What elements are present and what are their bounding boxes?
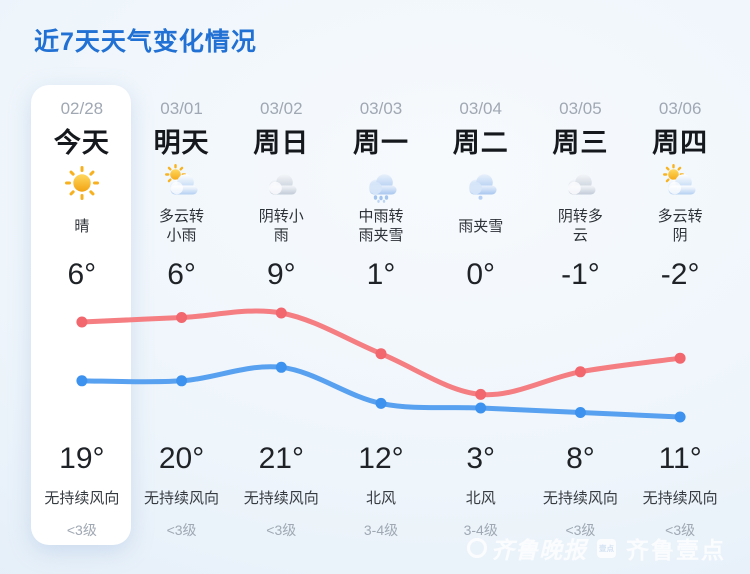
forecast-day-column-03-03[interactable]: 03/03 周一 中雨转雨夹雪 1° 12° 北风 3-4级 [331, 85, 431, 554]
weather-description: 多云转小雨 [159, 208, 205, 244]
day-label: 今天 [53, 127, 110, 158]
yidian-badge-icon: 壹点 [597, 538, 616, 558]
sunny-icon [62, 161, 102, 205]
low-temperature: 9° [266, 257, 296, 291]
weather-description: 阴转小雨 [258, 208, 304, 244]
wind-direction: 无持续风向 [243, 489, 319, 507]
partly-cloudy-icon [660, 161, 700, 205]
day-label: 明天 [153, 127, 210, 158]
day-label: 周四 [652, 127, 709, 158]
high-temperature: 20° [158, 442, 205, 475]
wind-level: <3级 [166, 522, 197, 538]
low-temperature: 6° [67, 257, 97, 291]
forecast-day-column-03-04[interactable]: 03/04 周二 雨夹雪 0° 3° 北风 3-4级 [431, 85, 531, 554]
wind-level: 3-4级 [363, 522, 399, 538]
date-label: 03/04 [459, 99, 502, 118]
high-temperature: 21° [258, 442, 304, 475]
date-label: 03/02 [260, 99, 303, 118]
high-temperature: 3° [466, 442, 496, 475]
date-label: 03/06 [658, 99, 702, 118]
wind-level: <3级 [665, 522, 696, 538]
wind-direction: 北风 [465, 489, 496, 507]
weather-description: 阴转多云 [557, 208, 603, 244]
wind-direction: 无持续风向 [542, 489, 618, 507]
today-highlight-card [31, 85, 131, 545]
date-label: 03/01 [160, 99, 203, 118]
watermark: 齐鲁晚报 壹点 齐鲁壹点 [467, 532, 726, 564]
weather-description: 中雨转雨夹雪 [358, 208, 404, 244]
temperature-trend-chart [76, 307, 686, 423]
weather-description: 雨夹雪 [458, 217, 504, 235]
partly-cloudy-icon [162, 161, 202, 205]
high-temperature: 11° [658, 442, 702, 475]
date-label: 03/03 [359, 99, 403, 118]
wind-level: <3级 [266, 522, 297, 538]
date-label: 02/28 [60, 99, 104, 118]
overcast-icon [560, 161, 600, 205]
day-label: 周日 [253, 127, 310, 158]
wind-direction: 北风 [365, 489, 396, 507]
forecast-columns: 02/28 今天 晴 6° 19° 无持续风向 <3级 03/01 明天 多云转… [32, 85, 730, 554]
weather-description: 晴 [74, 217, 90, 235]
high-temperature: 8° [566, 442, 595, 475]
qilu-evening-news-logo: 齐鲁晚报 [467, 531, 587, 565]
ring-logo-icon [467, 538, 487, 558]
date-label: 03/05 [559, 99, 602, 118]
page-title: 近7天天气变化情况 [34, 28, 257, 56]
high-temperature: 19° [59, 442, 105, 475]
wind-direction: 无持续风向 [144, 489, 220, 507]
low-temperature: -2° [660, 257, 700, 291]
forecast-day-column-02-28[interactable]: 02/28 今天 晴 6° 19° 无持续风向 <3级 [32, 85, 132, 554]
day-label: 周二 [452, 127, 509, 158]
day-label: 周一 [352, 127, 409, 158]
wind-direction: 无持续风向 [44, 489, 120, 507]
weather-description: 多云转阴 [657, 208, 703, 244]
forecast-day-column-03-01[interactable]: 03/01 明天 多云转小雨 6° 20° 无持续风向 <3级 [132, 85, 232, 554]
sleet-icon [461, 161, 501, 205]
forecast-day-column-03-06[interactable]: 03/06 周四 多云转阴 -2° 11° 无持续风向 <3级 [630, 85, 730, 554]
wind-level: <3级 [565, 522, 596, 538]
forecast-day-column-03-05[interactable]: 03/05 周三 阴转多云 -1° 8° 无持续风向 <3级 [531, 85, 631, 554]
wind-level: <3级 [66, 522, 97, 538]
low-temperature: 1° [366, 257, 396, 291]
day-label: 周三 [552, 127, 609, 158]
rain-icon [361, 161, 401, 205]
low-temperature: -1° [561, 257, 600, 291]
wind-level: 3-4级 [463, 522, 498, 538]
wind-direction: 无持续风向 [642, 489, 718, 507]
high-temperature: 12° [358, 442, 404, 475]
watermark-brand-left: 齐鲁晚报 [491, 538, 587, 563]
watermark-brand-right: 齐鲁壹点 [626, 537, 726, 563]
forecast-day-column-03-02[interactable]: 03/02 周日 阴转小雨 9° 21° 无持续风向 <3级 [231, 85, 331, 554]
low-temperature: 6° [167, 257, 196, 291]
low-temperature: 0° [466, 257, 496, 291]
overcast-icon [261, 161, 301, 205]
